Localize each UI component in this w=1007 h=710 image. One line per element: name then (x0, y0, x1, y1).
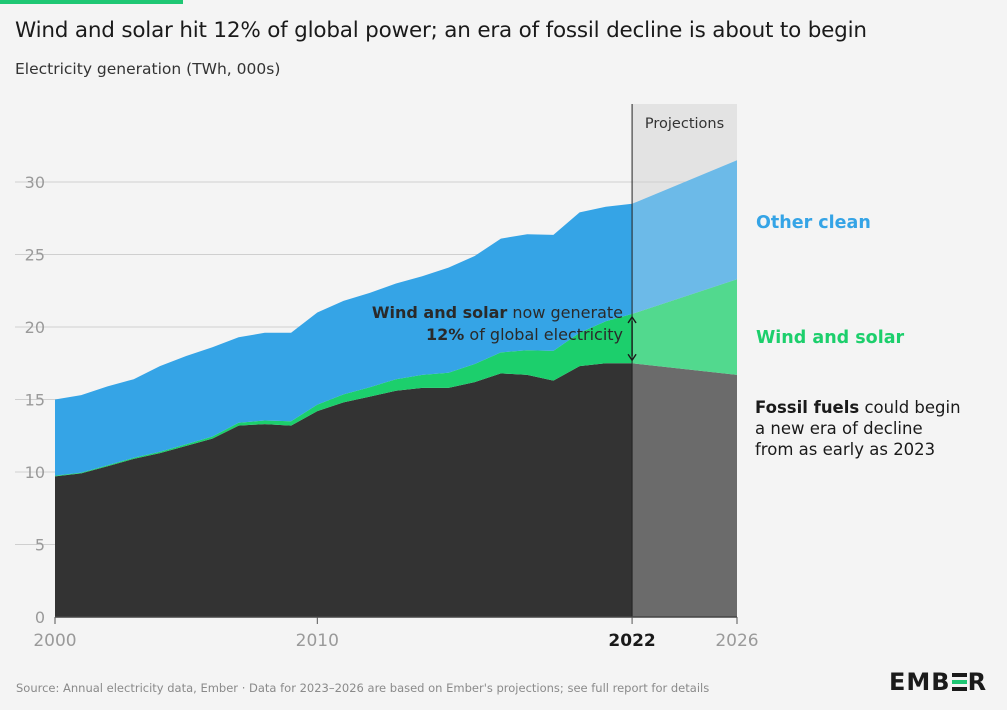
annotation-bold-wind-solar: Wind and solar (371, 303, 508, 322)
annotation-bold-percent: 12% (426, 325, 465, 344)
projection-label: Projections (645, 116, 724, 132)
area-fossil-fuels-projection (632, 363, 737, 617)
annotation-text: from as early as 2023 (755, 440, 936, 459)
top-accent-bar (0, 0, 183, 4)
area-other-clean-projection (632, 160, 737, 314)
logo-e-mark (951, 673, 967, 691)
y-tick-label: 20 (25, 318, 45, 337)
area-wind-and-solar (55, 313, 633, 477)
y-tick-label: 5 (35, 536, 45, 555)
x-tick-label: 2000 (33, 631, 76, 651)
annotation-text: could begin (859, 398, 961, 417)
x-tick-label: 2026 (715, 631, 758, 651)
ember-logo: EMB R (889, 668, 988, 696)
source-note: Source: Annual electricity data, Ember ·… (16, 681, 710, 695)
area-other-clean (55, 203, 633, 476)
wind-solar-share-annotation: Wind and solar now generate 12% of globa… (372, 302, 623, 346)
annotation-text: now generate (507, 303, 623, 322)
area-fossil-fuels (55, 363, 633, 617)
annotation-text: of global electricity (464, 325, 623, 344)
x-tick-label: 2010 (296, 631, 339, 651)
y-tick-label: 10 (25, 463, 45, 482)
legend-label-fossil-fuels: Fossil fuels (755, 398, 860, 417)
y-tick-label: 25 (25, 246, 45, 265)
chart-subtitle: Electricity generation (TWh, 000s) (15, 60, 281, 78)
area-wind-and-solar-projection (632, 279, 737, 375)
y-tick-label: 30 (25, 173, 45, 192)
share-arrow-head-up (627, 315, 637, 324)
legend-label-wind-solar: Wind and solar (756, 328, 905, 348)
share-arrow-head-down (627, 353, 637, 362)
chart-title: Wind and solar hit 12% of global power; … (15, 18, 867, 43)
y-tick-label: 0 (35, 608, 45, 627)
legend-label-other-clean: Other clean (756, 213, 871, 233)
y-tick-label: 15 (25, 391, 45, 410)
fossil-fuels-annotation: Fossil fuels could begin a new era of de… (755, 397, 961, 460)
x-tick-label: 2022 (608, 631, 655, 651)
annotation-text: a new era of decline (755, 419, 923, 438)
